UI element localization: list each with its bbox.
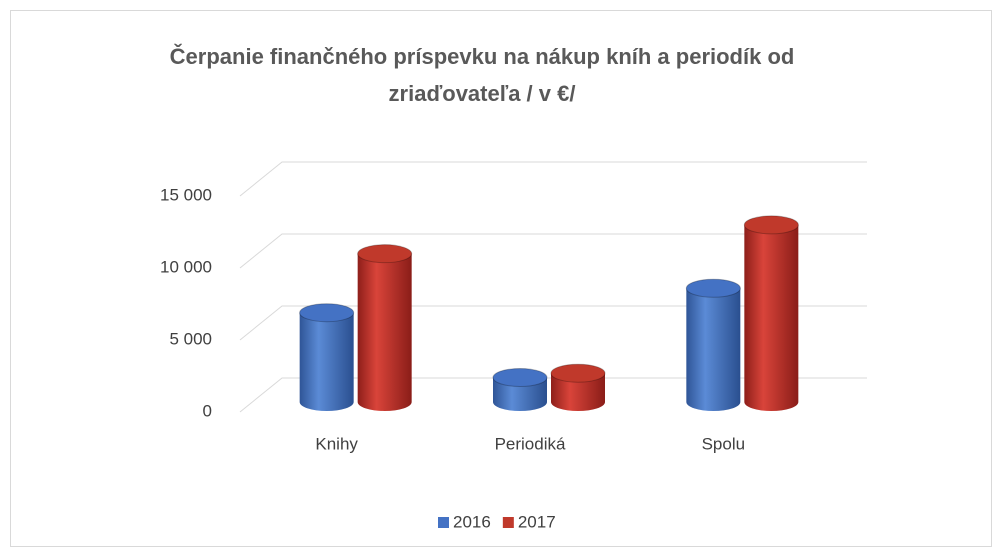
legend-swatch xyxy=(438,517,449,528)
legend-label: 2016 xyxy=(453,512,491,531)
bar-body xyxy=(299,312,354,411)
x-tick-label: Spolu xyxy=(702,434,745,453)
legend-label: 2017 xyxy=(518,512,556,531)
grid-line xyxy=(239,305,867,341)
x-tick-label: Periodiká xyxy=(495,434,566,453)
y-tick-label: 5 000 xyxy=(169,329,212,348)
bar-body xyxy=(357,253,412,411)
y-tick-label: 15 000 xyxy=(160,185,212,204)
bar xyxy=(357,244,413,411)
bar xyxy=(550,363,606,411)
grid-line xyxy=(239,161,867,197)
bar xyxy=(492,368,548,411)
bar-top xyxy=(685,278,741,298)
chart-frame xyxy=(10,10,992,547)
bar-top xyxy=(357,244,413,264)
bar-body xyxy=(686,288,741,411)
bar-body xyxy=(493,377,547,411)
bar-top xyxy=(550,363,606,383)
bar-body xyxy=(551,373,605,411)
chart-title: Čerpanie finančného príspevku na nákup k… xyxy=(170,44,795,69)
bar-top xyxy=(492,368,548,388)
bar xyxy=(299,303,355,411)
x-tick-label: Knihy xyxy=(315,434,358,453)
bar xyxy=(685,278,741,411)
grid-line xyxy=(239,377,867,413)
bar-top xyxy=(743,215,799,235)
grid-line xyxy=(239,233,867,269)
y-tick-label: 0 xyxy=(203,401,212,420)
bar-body xyxy=(744,224,799,411)
bar xyxy=(743,215,799,411)
chart-title: zriaďovateľa / v €/ xyxy=(389,81,576,106)
y-tick-label: 10 000 xyxy=(160,257,212,276)
legend-swatch xyxy=(502,517,514,528)
bar-top xyxy=(299,303,355,323)
